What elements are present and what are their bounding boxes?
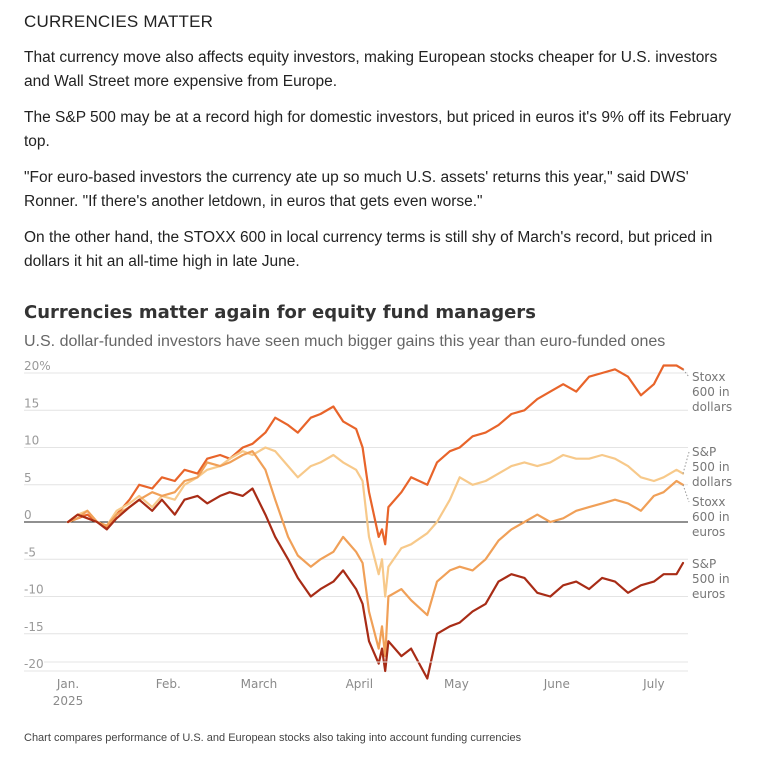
series-label: 600 in [692, 510, 730, 524]
y-tick-label: 5 [24, 471, 32, 485]
y-tick-label: -5 [24, 545, 36, 559]
y-tick-label: 15 [24, 396, 39, 410]
label-leader [682, 451, 690, 474]
series-line-4 [66, 487, 685, 680]
series-label: 600 in [692, 385, 730, 399]
y-tick-label: 0 [24, 508, 32, 522]
x-tick-sublabel: 2025 [53, 694, 84, 708]
series-label: dollars [692, 400, 732, 414]
chart-subtitle: U.S. dollar-funded investors have seen m… [24, 333, 666, 350]
grid-layer: 20% 15 10 5 0 -5 -10 -15 -20 [24, 360, 688, 672]
series-label: euros [692, 525, 725, 539]
y-tick-label: -20 [24, 657, 44, 671]
x-tick-label: April [346, 677, 373, 691]
y-tick-label: -10 [24, 583, 44, 597]
series-line-3 [66, 450, 685, 658]
x-tick-label: Feb. [156, 677, 181, 691]
x-tick-label: June [543, 677, 570, 691]
y-tick-label: 20% [24, 360, 51, 373]
series-label: Stoxx [692, 370, 726, 384]
chart-title: Currencies matter again for equity fund … [24, 302, 536, 323]
article: CURRENCIES MATTER That currency move als… [24, 12, 744, 286]
label-leader [682, 484, 690, 503]
series-label: euros [692, 587, 725, 601]
x-tick-label: July [642, 677, 665, 691]
x-axis: Jan. 2025 Feb. March April May June July [44, 661, 688, 708]
article-paragraph-2: The S&P 500 may be at a record high for … [24, 109, 732, 150]
series-line-2 [66, 446, 685, 598]
series-label: S&P [692, 445, 716, 459]
x-tick-label: May [444, 677, 469, 691]
y-tick-label: 10 [24, 434, 39, 448]
series-label: dollars [692, 475, 732, 489]
label-leader [682, 368, 690, 378]
series-label: 500 in [692, 572, 730, 586]
x-tick-label: Jan. [56, 677, 79, 691]
x-tick-label: March [241, 677, 278, 691]
series-label: Stoxx [692, 495, 726, 509]
series-line-1 [66, 364, 685, 546]
article-paragraph-3: "For euro-based investors the currency a… [24, 169, 689, 210]
series-label: 500 in [692, 460, 730, 474]
article-paragraph-4: On the other hand, the STOXX 600 in loca… [24, 229, 713, 270]
section-heading: CURRENCIES MATTER [24, 12, 214, 31]
series-layer [66, 364, 685, 680]
chart-caption: Chart compares performance of U.S. and E… [24, 732, 522, 744]
y-tick-label: -15 [24, 620, 44, 634]
series-label: S&P [692, 557, 716, 571]
article-paragraph-1: That currency move also affects equity i… [24, 49, 718, 90]
